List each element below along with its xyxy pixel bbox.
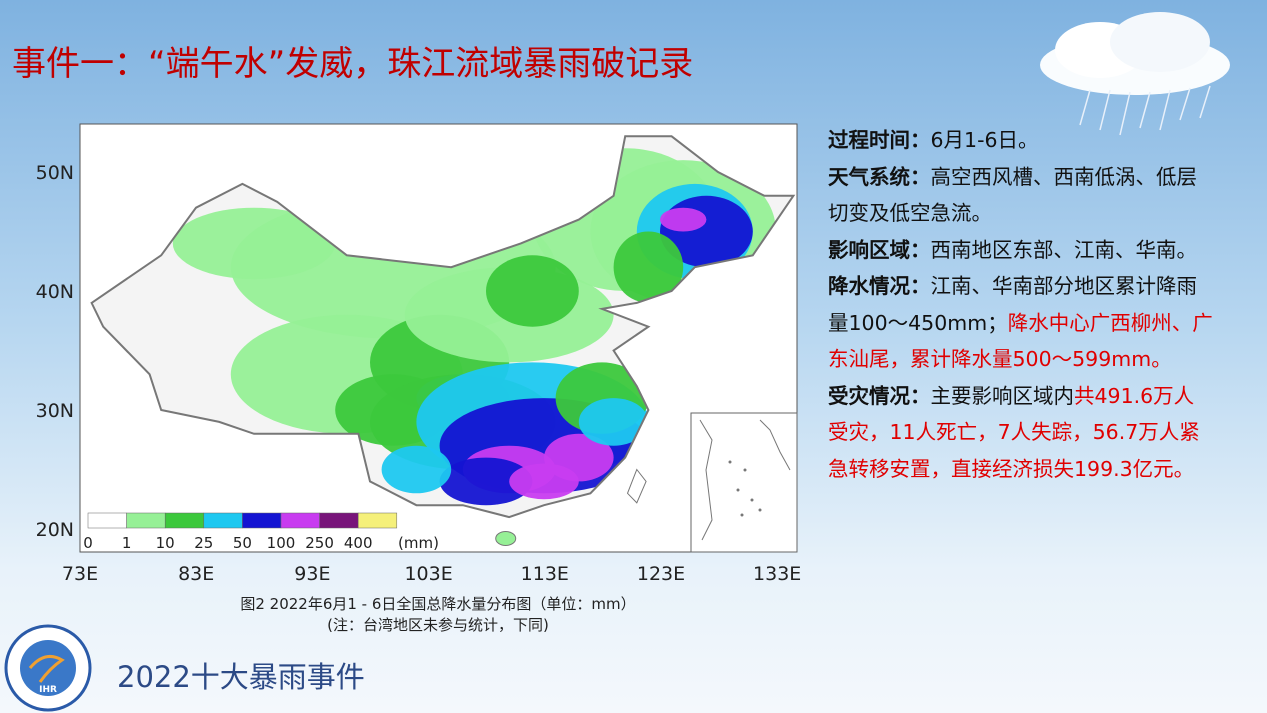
rain-area bbox=[509, 463, 579, 500]
logo: IHR bbox=[4, 624, 92, 712]
logo-text: IHR bbox=[39, 685, 57, 695]
legend-label: 0 bbox=[83, 534, 93, 552]
detail-label: 降水情况： bbox=[828, 274, 931, 298]
legend-swatch bbox=[242, 512, 282, 529]
legend-label: 100 bbox=[267, 534, 296, 552]
legend-label: 400 bbox=[344, 534, 373, 552]
legend-swatch bbox=[319, 512, 359, 529]
detail-text: 主要影响区域内 bbox=[930, 383, 1075, 408]
detail-item: 过程时间：6月1-6日。 bbox=[828, 122, 1213, 159]
detail-text: 西南地区东部、江南、华南。 bbox=[930, 237, 1198, 262]
legend-label: 10 bbox=[156, 534, 175, 552]
detail-text: 共491.6万人受灾，11人死亡，7人失踪，56.7万人紧急转移安置，直接经济损… bbox=[828, 383, 1200, 481]
legend-swatch bbox=[87, 512, 127, 529]
detail-item: 天气系统：高空西风槽、西南低涡、低层切变及低空急流。 bbox=[828, 159, 1213, 232]
detail-item: 影响区域：西南地区东部、江南、华南。 bbox=[828, 232, 1213, 269]
taiwan bbox=[626, 468, 647, 504]
y-tick-label: 20N bbox=[36, 519, 74, 541]
cloud bbox=[1040, 12, 1230, 136]
map-caption: 图2 2022年6月1 - 6日全国总降水量分布图（单位：mm） bbox=[240, 595, 635, 613]
x-tick-label: 133E bbox=[753, 563, 801, 585]
legend-unit: (mm) bbox=[398, 534, 439, 552]
x-tick-label: 83E bbox=[178, 563, 214, 585]
x-tick-label: 93E bbox=[294, 563, 330, 585]
details: 过程时间：6月1-6日。 天气系统：高空西风槽、西南低涡、低层切变及低空急流。 影响… bbox=[828, 122, 1213, 487]
south-sea-inset bbox=[690, 412, 798, 553]
rain-area bbox=[486, 255, 579, 327]
detail-text: 降水中心广西柳州、广东汕尾，累计降水量500～599mm。 bbox=[828, 310, 1213, 372]
legend-label: 25 bbox=[194, 534, 213, 552]
rain-area bbox=[439, 457, 533, 506]
legend-swatch bbox=[357, 512, 398, 529]
inset-islands bbox=[699, 419, 791, 541]
rain-area bbox=[613, 231, 684, 303]
rain-area bbox=[660, 207, 707, 232]
legend-label: 50 bbox=[233, 534, 252, 552]
x-tick-label: 113E bbox=[521, 563, 569, 585]
hainan bbox=[495, 531, 517, 547]
detail-item: 受灾情况：主要影响区域内共491.6万人受灾，11人死亡，7人失踪，56.7万人… bbox=[828, 378, 1213, 488]
map bbox=[90, 135, 796, 547]
rain-area bbox=[172, 207, 336, 280]
rain-area bbox=[381, 445, 452, 494]
y-tick-label: 30N bbox=[36, 400, 74, 422]
rain-area bbox=[578, 398, 649, 446]
detail-label: 影响区域： bbox=[828, 237, 931, 262]
x-tick-label: 103E bbox=[404, 563, 452, 585]
legend-label: 250 bbox=[305, 534, 334, 552]
x-tick-label: 123E bbox=[637, 563, 685, 585]
rain-areas bbox=[172, 148, 776, 506]
detail-text: 高空西风槽、西南低涡、低层切变及低空急流。 bbox=[828, 164, 1197, 226]
x-tick-label: 73E bbox=[62, 563, 98, 585]
map-caption: (注：台湾地区未参与统计，下同) bbox=[327, 616, 549, 634]
detail-text: 江南、华南部分地区累计降雨量100～450mm； bbox=[828, 274, 1197, 335]
footer-text: 2022十大暴雨事件 bbox=[117, 660, 365, 694]
legend-swatch bbox=[280, 512, 320, 529]
y-tick-label: 50N bbox=[36, 162, 74, 184]
detail-item: 降水情况：江南、华南部分地区累计降雨量100～450mm；降水中心广西柳州、广东… bbox=[828, 268, 1213, 378]
detail-text: 6月1-6日。 bbox=[930, 128, 1039, 152]
detail-label: 天气系统： bbox=[828, 164, 931, 189]
legend-label: 1 bbox=[122, 534, 132, 552]
legend-swatch bbox=[126, 512, 166, 529]
title: 事件一：“端午水”发威，珠江流域暴雨破记录 bbox=[12, 44, 694, 84]
legend-swatch bbox=[164, 512, 205, 529]
y-tick-label: 40N bbox=[36, 281, 74, 303]
detail-label: 受灾情况： bbox=[828, 383, 931, 408]
china-border bbox=[90, 135, 796, 519]
detail-label: 过程时间： bbox=[828, 128, 931, 152]
legend-swatch bbox=[203, 512, 243, 529]
